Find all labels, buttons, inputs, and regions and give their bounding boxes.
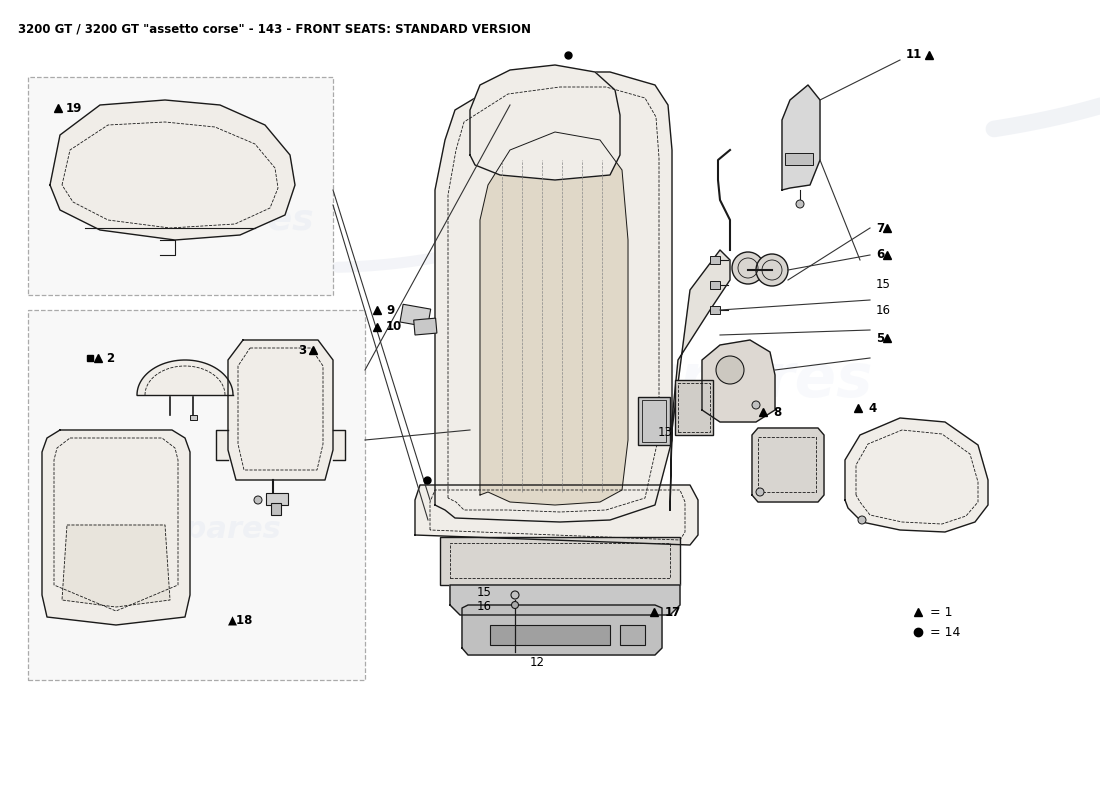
Polygon shape bbox=[470, 65, 620, 180]
Text: 4: 4 bbox=[868, 402, 877, 414]
Text: 10: 10 bbox=[386, 321, 403, 334]
Text: 13: 13 bbox=[658, 426, 673, 438]
Text: = 14: = 14 bbox=[930, 626, 960, 638]
Polygon shape bbox=[845, 418, 988, 532]
Bar bbox=[490, 625, 610, 645]
Polygon shape bbox=[702, 340, 776, 422]
Text: 5: 5 bbox=[876, 331, 884, 345]
Text: 12: 12 bbox=[530, 655, 544, 669]
Text: = 1: = 1 bbox=[930, 606, 953, 618]
Bar bbox=[638, 397, 670, 445]
Text: eurospares: eurospares bbox=[86, 203, 315, 237]
Bar bbox=[271, 503, 281, 515]
Circle shape bbox=[512, 602, 518, 609]
Circle shape bbox=[756, 488, 764, 496]
Text: eurospares: eurospares bbox=[89, 515, 282, 545]
Polygon shape bbox=[752, 428, 824, 502]
Polygon shape bbox=[462, 605, 662, 655]
Polygon shape bbox=[450, 585, 680, 615]
Text: 8: 8 bbox=[773, 406, 781, 418]
Text: 6: 6 bbox=[876, 249, 884, 262]
Circle shape bbox=[254, 496, 262, 504]
Bar bbox=[758, 437, 816, 492]
Text: eurospares: eurospares bbox=[486, 350, 873, 410]
Bar bbox=[710, 256, 720, 264]
Bar bbox=[400, 304, 431, 327]
Polygon shape bbox=[62, 525, 170, 607]
Bar bbox=[785, 153, 813, 165]
Bar bbox=[710, 306, 720, 314]
Text: 17: 17 bbox=[666, 606, 681, 618]
Polygon shape bbox=[216, 430, 228, 460]
Text: 9: 9 bbox=[386, 303, 394, 317]
Bar bbox=[28, 310, 365, 680]
Text: 15: 15 bbox=[477, 586, 492, 598]
Polygon shape bbox=[42, 430, 190, 625]
Bar bbox=[440, 537, 680, 585]
Polygon shape bbox=[228, 340, 333, 480]
Bar bbox=[28, 77, 333, 295]
Polygon shape bbox=[415, 485, 698, 545]
Bar bbox=[414, 318, 437, 335]
Bar bbox=[266, 493, 288, 505]
Text: 16: 16 bbox=[477, 599, 492, 613]
Circle shape bbox=[732, 252, 764, 284]
Bar bbox=[642, 400, 666, 442]
Bar bbox=[620, 625, 645, 645]
Bar bbox=[710, 281, 720, 289]
Circle shape bbox=[716, 356, 744, 384]
Text: 11: 11 bbox=[906, 49, 922, 62]
Text: 19: 19 bbox=[66, 102, 82, 114]
Text: 7: 7 bbox=[876, 222, 884, 234]
Polygon shape bbox=[434, 72, 672, 522]
Circle shape bbox=[756, 254, 788, 286]
Circle shape bbox=[752, 401, 760, 409]
Text: 2: 2 bbox=[106, 351, 114, 365]
Text: 15: 15 bbox=[876, 278, 891, 290]
Text: 3200 GT / 3200 GT "assetto corse" - 143 - FRONT SEATS: STANDARD VERSION: 3200 GT / 3200 GT "assetto corse" - 143 … bbox=[18, 22, 531, 35]
Circle shape bbox=[512, 591, 519, 599]
Polygon shape bbox=[138, 360, 233, 395]
Polygon shape bbox=[670, 250, 730, 510]
Polygon shape bbox=[333, 430, 345, 460]
Text: 3: 3 bbox=[298, 343, 306, 357]
Text: 16: 16 bbox=[876, 303, 891, 317]
Bar bbox=[190, 415, 197, 420]
Circle shape bbox=[796, 200, 804, 208]
Text: ▲18: ▲18 bbox=[228, 614, 253, 626]
Polygon shape bbox=[50, 100, 295, 240]
Circle shape bbox=[858, 516, 866, 524]
Bar bbox=[678, 383, 710, 432]
Polygon shape bbox=[480, 132, 628, 505]
Polygon shape bbox=[782, 85, 820, 190]
Bar bbox=[675, 380, 713, 435]
Bar bbox=[450, 543, 670, 578]
